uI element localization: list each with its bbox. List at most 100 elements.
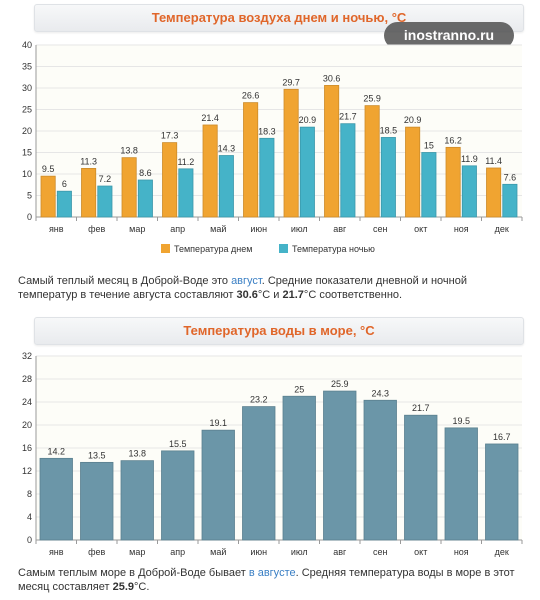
bar (178, 168, 194, 218)
x-tick-label: ноя (454, 547, 469, 557)
summary-text: Самым теплым море в Доброй-Воде бывает (18, 567, 249, 579)
y-tick-label: 32 (22, 351, 32, 361)
bar (121, 157, 137, 218)
legend-swatch (161, 244, 170, 253)
data-label: 18.3 (258, 126, 276, 136)
summary-text: Самый теплый месяц в Доброй-Воде это (18, 275, 232, 287)
y-tick-label: 5 (27, 191, 32, 201)
data-label: 19.5 (452, 416, 470, 426)
x-tick-label: сен (373, 224, 388, 234)
bar (421, 152, 437, 218)
data-label: 18.5 (380, 125, 398, 135)
bar (201, 429, 235, 541)
bar (444, 427, 478, 541)
sea-temperature-chart-title: Температура воды в море, °C (34, 317, 524, 345)
x-tick-label: апр (170, 547, 185, 557)
sea-temp-value: 25.9 (112, 581, 135, 593)
data-label: 21.4 (201, 113, 219, 123)
data-label: 25.9 (331, 379, 349, 389)
x-tick-label: июл (291, 224, 308, 234)
data-label: 9.5 (42, 164, 55, 174)
data-label: 11.4 (485, 156, 502, 166)
air-temperature-chart-title: Температура воздуха днем и ночью, °C (34, 4, 524, 32)
x-tick-label: июл (291, 547, 308, 557)
data-label: 6 (62, 179, 67, 189)
x-tick-label: мар (129, 224, 145, 234)
day-temp-value: 30.6 (236, 289, 258, 301)
data-label: 23.2 (250, 395, 268, 405)
bar (162, 142, 178, 218)
bar (485, 443, 519, 541)
bar (299, 126, 315, 218)
august-sea-link[interactable]: в августе (248, 567, 296, 579)
x-tick-label: дек (495, 547, 509, 557)
x-tick-label: дек (495, 224, 509, 234)
bar (202, 124, 218, 218)
summary-text: °C соответственно. (303, 289, 403, 301)
bar (243, 102, 259, 218)
y-tick-label: 35 (22, 62, 32, 72)
data-label: 11.3 (80, 156, 97, 166)
bar (97, 185, 113, 218)
bar (40, 175, 56, 218)
night-temp-value: 21.7 (282, 289, 304, 301)
y-tick-label: 20 (22, 126, 32, 136)
y-tick-label: 16 (22, 443, 32, 453)
data-label: 20.9 (299, 115, 317, 125)
x-tick-label: май (210, 547, 226, 557)
legend-label: Температура ночью (292, 244, 375, 254)
bar (380, 137, 396, 218)
bar (161, 450, 195, 541)
bar (283, 88, 299, 218)
bar (39, 457, 73, 541)
x-tick-label: авг (333, 547, 347, 557)
bar (242, 406, 276, 541)
x-tick-label: апр (170, 224, 185, 234)
data-label: 14.3 (218, 144, 236, 154)
data-label: 8.6 (139, 168, 152, 178)
data-label: 15.5 (169, 439, 187, 449)
data-label: 13.8 (128, 449, 146, 459)
bar (137, 179, 153, 218)
x-tick-label: июн (250, 547, 267, 557)
bar (218, 155, 234, 218)
sea-temperature-summary: Самым теплым море в Доброй-Воде бывает в… (18, 566, 518, 594)
bar (259, 137, 275, 218)
data-label: 21.7 (339, 112, 357, 122)
y-tick-label: 4 (27, 512, 32, 522)
x-tick-label: май (210, 224, 226, 234)
bar (323, 390, 357, 541)
bar (363, 399, 397, 541)
y-tick-label: 12 (22, 466, 32, 476)
x-tick-label: ноя (454, 224, 469, 234)
data-label: 16.2 (444, 135, 462, 145)
y-tick-label: 0 (27, 535, 32, 545)
y-tick-label: 8 (27, 489, 32, 499)
data-label: 14.2 (47, 446, 65, 456)
data-label: 19.1 (209, 418, 227, 428)
summary-text: . Средние показатели дневной и ночной те… (18, 275, 467, 301)
data-label: 30.6 (323, 73, 341, 83)
august-link[interactable]: август (231, 275, 262, 287)
y-tick-label: 28 (22, 374, 32, 384)
bar (404, 414, 438, 541)
data-label: 13.5 (88, 450, 106, 460)
data-label: 7.2 (99, 174, 112, 184)
bar (80, 461, 114, 541)
x-tick-label: окт (414, 224, 427, 234)
bar (56, 190, 72, 218)
data-label: 7.6 (504, 172, 517, 182)
y-tick-label: 25 (22, 105, 32, 115)
summary-text: °C и (257, 289, 283, 301)
x-tick-label: сен (373, 547, 388, 557)
bar (364, 105, 380, 218)
y-tick-label: 15 (22, 148, 32, 158)
summary-text: °C. (134, 581, 150, 593)
y-tick-label: 40 (22, 40, 32, 50)
data-label: 24.3 (371, 388, 389, 398)
air-temperature-summary: Самый теплый месяц в Доброй-Воде это авг… (18, 274, 518, 302)
bar (340, 123, 356, 218)
data-label: 20.9 (404, 115, 422, 125)
bar (81, 168, 97, 218)
x-tick-label: июн (250, 224, 267, 234)
